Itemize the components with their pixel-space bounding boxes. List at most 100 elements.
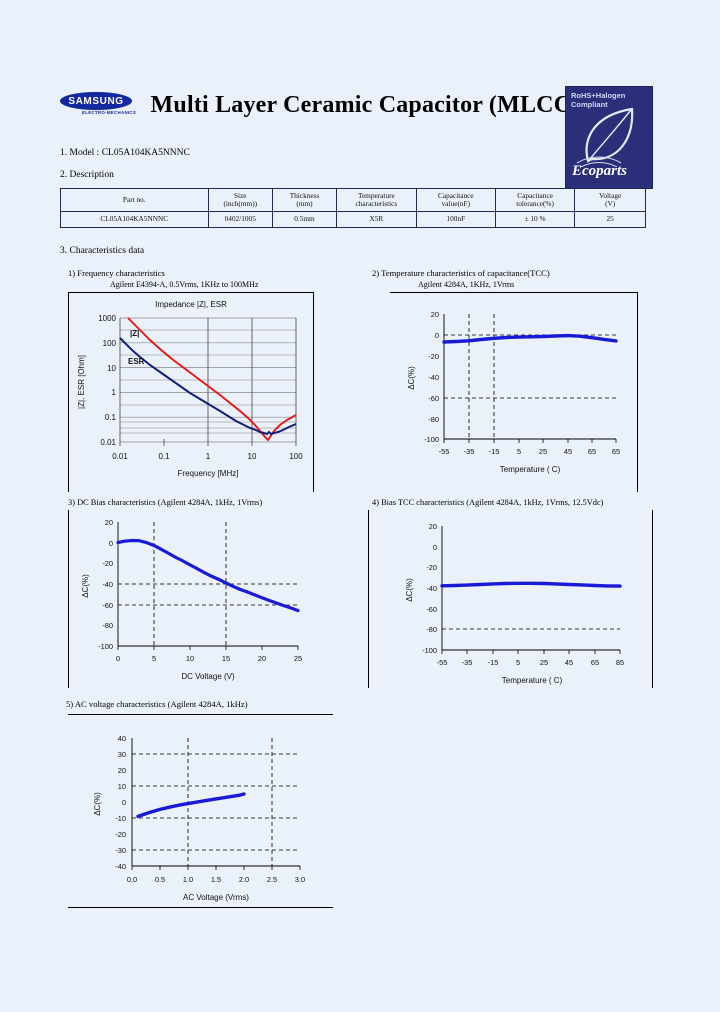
chart2-ytick--40: -40 <box>428 373 439 382</box>
legend-esr: ESR <box>128 357 145 366</box>
chart4-ytick--100: -100 <box>422 646 437 655</box>
acvoltage-heading: 5) AC voltage characteristics (Agilent 4… <box>66 699 248 709</box>
chart3-ytick--100: -100 <box>98 642 113 651</box>
chart2-ytick--80: -80 <box>428 415 439 424</box>
cell-voltage: 25 <box>574 211 646 228</box>
badge-text: RoHS+Halogen Compliant <box>571 91 625 109</box>
chart3-ylabel: ΔC(%) <box>81 574 90 598</box>
chart5-xtick-2.0: 2.0 <box>239 875 249 884</box>
chart5-ytick-30: 30 <box>118 750 126 759</box>
header-cell-size: Size (inch(mm)) <box>207 188 273 212</box>
chart3-ytick--20: -20 <box>102 559 113 568</box>
header-cell-voltage: Voltage (V) <box>574 188 646 212</box>
chart5-ylabel: ΔC(%) <box>93 792 102 816</box>
chart5-ytick-10: 10 <box>118 782 126 791</box>
chart2-xtick-6: 45 <box>564 447 572 456</box>
chart5-xlabel: AC Voltage (Vrms) <box>183 893 249 902</box>
chart4-xtick-1: -55 <box>437 658 448 667</box>
tcc-heading: 2) Temperature characteristics of capaci… <box>372 268 550 278</box>
samsung-logo-subtext: ELECTRO-MECHANICS <box>82 110 137 115</box>
series-dc-bias <box>116 538 300 613</box>
chart3-xtick-25: 25 <box>294 654 302 663</box>
chart3-ytick--80: -80 <box>102 621 113 630</box>
chart4-xtick-7: 65 <box>591 658 599 667</box>
chart1-ytick-0.1: 0.1 <box>105 413 117 422</box>
chart2-ytick--20: -20 <box>428 352 439 361</box>
chart1-xtick-0.01: 0.01 <box>112 452 128 461</box>
badge-line-1: RoHS+Halogen <box>571 91 626 100</box>
series-ac-voltage <box>136 792 246 819</box>
chart4-ytick-0: 0 <box>433 543 437 552</box>
series-bias-tcc <box>440 581 622 588</box>
samsung-logo-text: SAMSUNG <box>68 95 124 107</box>
chart5-xtick-0.5: 0.5 <box>155 875 165 884</box>
model-line: 1. Model : CL05A104KA5NNNC <box>60 148 190 158</box>
chart3-ytick-0: 0 <box>109 539 113 548</box>
chart5-ytick-20: 20 <box>118 766 126 775</box>
legend-impedance: |Z| <box>130 329 139 338</box>
rohs-halogen-compliant-badge: RoHS+Halogen Compliant Ecoparts <box>565 86 653 189</box>
chart4-xtick-3: -15 <box>488 658 499 667</box>
chart2-ytick-20: 20 <box>431 310 439 319</box>
description-heading: 2. Description <box>60 170 114 180</box>
cell-capacitance-value: 100nF <box>415 211 496 228</box>
chart5-ytick-0: 0 <box>122 798 126 807</box>
chart2-xtick-7: 65 <box>588 447 596 456</box>
series-esr <box>119 337 297 436</box>
cell-capacitance-tolerance: ± 10 % <box>494 211 576 228</box>
cell-temperature: X5R <box>336 211 417 228</box>
frame-left-1 <box>68 292 69 492</box>
chart3-ytick-20: 20 <box>105 518 113 527</box>
divider-5-top <box>68 714 333 715</box>
chart1-title: Impedance |Z|, ESR <box>155 300 227 309</box>
cell-thickness: 0.5mm <box>271 211 338 228</box>
chart4-ytick--20: -20 <box>426 563 437 572</box>
frame-mid-3 <box>368 510 369 688</box>
chart-ac-voltage: 40 30 20 10 0 -10 -20 -30 -40 0.0 0.5 1.… <box>68 722 334 906</box>
chart1-xlabel: Frequency [MHz] <box>178 469 239 478</box>
chart4-xtick-2: -35 <box>462 658 473 667</box>
chart4-ytick--40: -40 <box>426 584 437 593</box>
chart5-ytick--30: -30 <box>115 846 126 855</box>
chart-dc-bias: 20 0 -20 -40 -60 -80 -100 0 5 10 15 20 2… <box>70 510 320 690</box>
header-cell-temperature: Temperature characteristics <box>336 188 417 212</box>
chart2-xtick-8: 65 <box>612 447 620 456</box>
chart5-ytick--10: -10 <box>115 814 126 823</box>
divider-5-bottom <box>68 907 333 908</box>
frame-right-1 <box>313 292 314 492</box>
frame-left-3 <box>68 510 69 688</box>
chart5-xtick-1.0: 1.0 <box>183 875 193 884</box>
samsung-logo: SAMSUNG <box>60 92 132 110</box>
chart2-ylabel: ΔC(%) <box>407 366 416 390</box>
ecoparts-wordmark: Ecoparts <box>572 163 628 179</box>
chart5-xtick-1.5: 1.5 <box>211 875 221 884</box>
chart1-ytick-1: 1 <box>112 388 117 397</box>
chart2-xtick-3: -15 <box>489 447 500 456</box>
chart3-xtick-20: 20 <box>258 654 266 663</box>
chart4-ytick-20: 20 <box>429 522 437 531</box>
chart1-ytick-1000: 1000 <box>98 314 116 323</box>
chart5-ytick--20: -20 <box>115 830 126 839</box>
chart3-xtick-5: 5 <box>152 654 156 663</box>
chart1-xtick-1: 1 <box>206 452 211 461</box>
chart3-xtick-0: 0 <box>116 654 120 663</box>
characteristics-heading: 3. Characteristics data <box>60 246 145 256</box>
chart5-xtick-0.0: 0.0 <box>127 875 137 884</box>
chart4-ytick--60: -60 <box>426 605 437 614</box>
header-cell-capacitance-tolerance: Capacitance tolerance(%) <box>494 188 576 212</box>
cell-part-no: CL05A104KA5NNNC <box>60 211 209 228</box>
chart4-ylabel: ΔC(%) <box>405 578 414 602</box>
chart4-xtick-6: 45 <box>565 658 573 667</box>
frame-right-4 <box>652 510 653 688</box>
freq-heading: 1) Frequency characteristics <box>68 268 165 278</box>
header-cell-thickness: Thickness (mm) <box>271 188 338 212</box>
table-header-row: Part no. Size (inch(mm)) Thickness (mm) … <box>60 188 646 212</box>
chart1-xtick-100: 100 <box>289 452 303 461</box>
divider-1 <box>68 292 313 293</box>
chart2-xtick-4: 5 <box>517 447 521 456</box>
chart1-xtick-10: 10 <box>248 452 257 461</box>
chart2-xtick-5: 25 <box>539 447 547 456</box>
chart2-ytick--60: -60 <box>428 394 439 403</box>
leaf-icon <box>576 107 634 167</box>
